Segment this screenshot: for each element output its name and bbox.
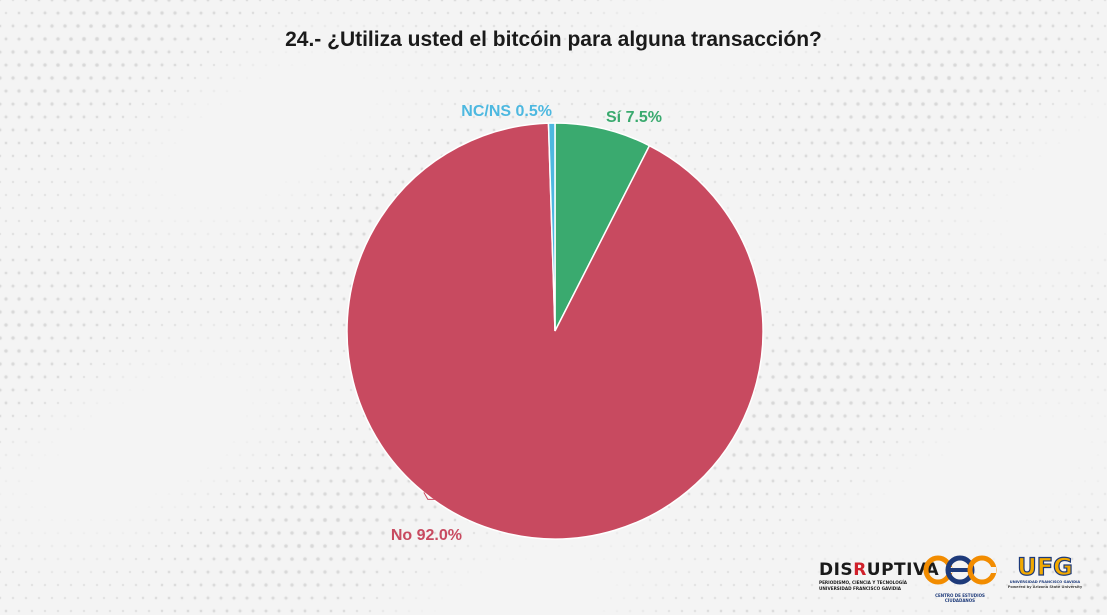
slice-label-no: No 92.0%: [391, 527, 462, 544]
cec-logo: CENTRO DE ESTUDIOS CIUDADANOS: [921, 553, 999, 603]
chart-title: 24.- ¿Utiliza usted el bitcóin para algu…: [285, 28, 822, 51]
pie-slice-no: [346, 122, 764, 540]
pie-slice-nc-ns: [547, 122, 556, 332]
cec-logo-text: CENTRO DE ESTUDIOS CIUDADANOS: [935, 593, 985, 603]
logo-bar: DISRUPTIVA PERIODISMO, CIENCIA Y TECNOLO…: [815, 550, 1095, 605]
pie-slice-s-: [554, 122, 651, 332]
ufg-wordmark: UFG: [1017, 553, 1074, 581]
disruptiva-university: UNIVERSIDAD FRANCISCO GAVIDIA: [819, 586, 902, 591]
disruptiva-wordmark: DISRUPTIVA: [819, 560, 940, 580]
disruptiva-tagline: PERIODISMO, CIENCIA Y TECNOLOGÍA: [819, 580, 907, 585]
slice-label-nc-ns: NC/NS 0.5%: [461, 103, 552, 120]
disruptiva-logo: DISRUPTIVA PERIODISMO, CIENCIA Y TECNOLO…: [819, 560, 940, 592]
leader-line-no: [423, 492, 466, 500]
ufg-logo: UFG UNIVERSIDAD FRANCISCO GAVIDIA Powere…: [1007, 553, 1083, 590]
cec-logo-mark-icon: [923, 555, 997, 585]
slice-label-s-: Sí 7.5%: [606, 109, 662, 126]
ufg-university: UNIVERSIDAD FRANCISCO GAVIDIA: [1009, 580, 1081, 584]
ufg-powered-by: Powered by Arizona State University: [1007, 585, 1083, 589]
